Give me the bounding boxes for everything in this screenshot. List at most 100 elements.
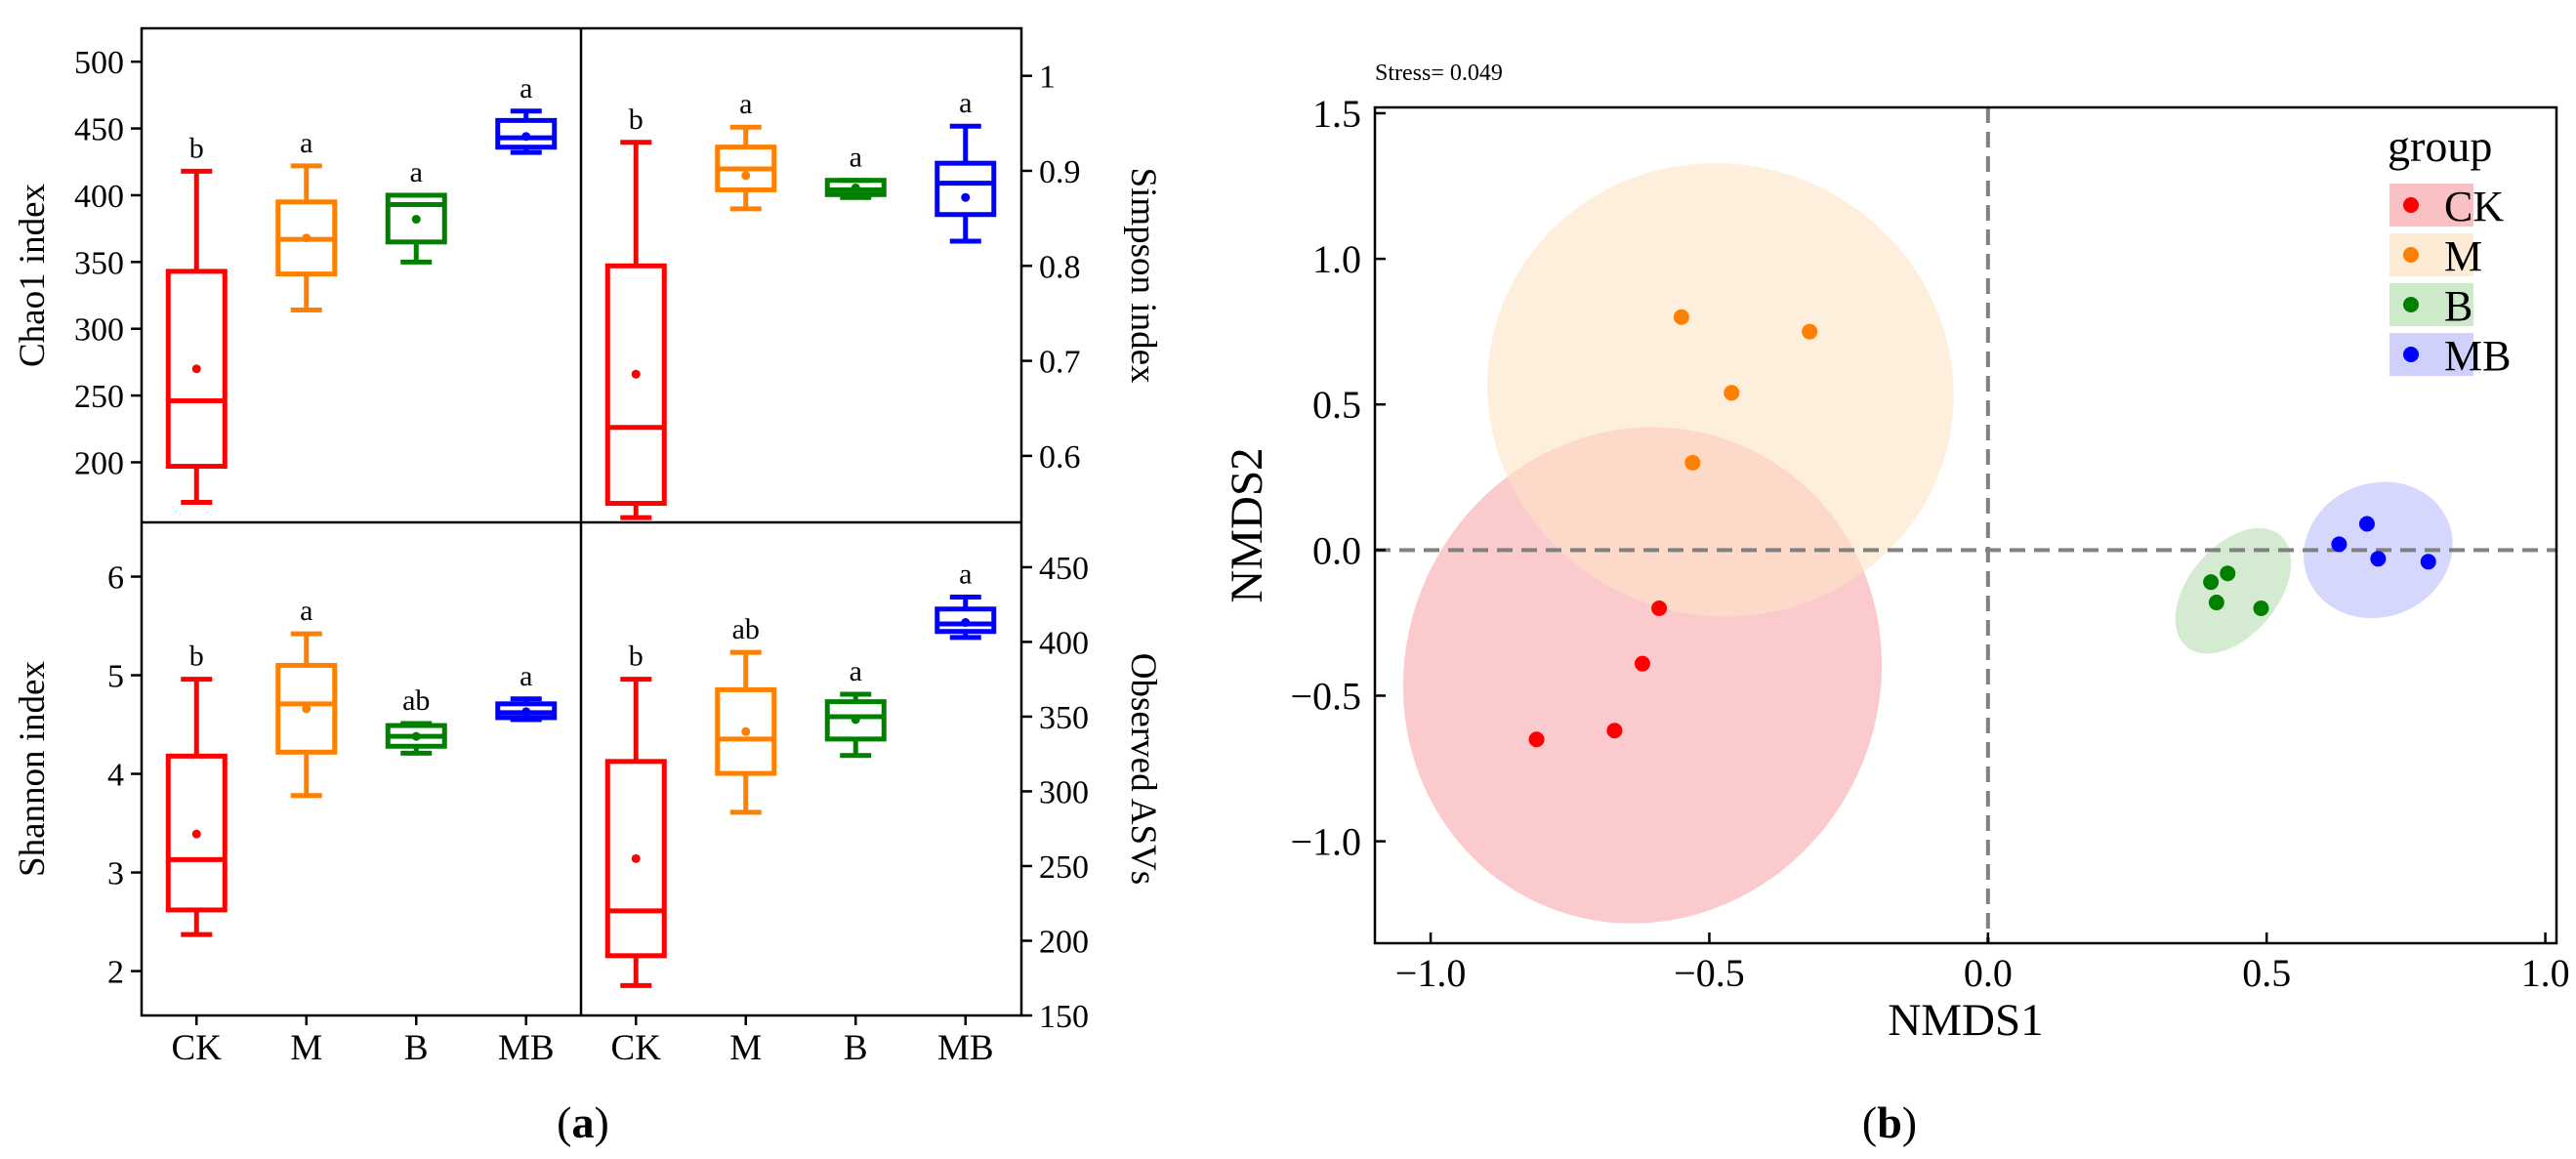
x-tick-label-CK: CK bbox=[611, 1028, 662, 1068]
x-tick-label: 0.0 bbox=[1964, 951, 2013, 995]
y-tick-label: 1.5 bbox=[1312, 92, 1361, 136]
mean-point-B bbox=[851, 715, 860, 724]
point-MB-2 bbox=[2358, 516, 2375, 532]
ellipse-M bbox=[1487, 163, 1954, 617]
mean-point-MB bbox=[961, 192, 971, 202]
y-tick-label: 350 bbox=[74, 245, 124, 281]
panel-captions: (a) (b) bbox=[557, 1097, 1917, 1147]
y-tick-label: 3 bbox=[107, 856, 124, 892]
panel-b-nmds-plot: −1.0 −0.5 0.0 0.5 1.0 −1.0 −0.5 0.0 0.5 1.0 1.5 NMD… bbox=[1222, 61, 2570, 1046]
x-tick-label-M: M bbox=[290, 1028, 322, 1068]
point-B-1 bbox=[2203, 574, 2220, 591]
box-subplot-1: b a a a 200 250 300 350 400 450 500 Chao1 index bbox=[13, 45, 558, 505]
y-tick-label: 1 bbox=[1039, 60, 1056, 96]
x-tick-label: 0.5 bbox=[2242, 951, 2291, 995]
axes-ticks: −1.0 −0.5 0.0 0.5 1.0 −1.0 −0.5 0.0 0.5 1.0 1.5 bbox=[1290, 92, 2569, 995]
x-tick-label-MB: MB bbox=[498, 1028, 555, 1068]
significance-letter-MB: a bbox=[519, 72, 532, 104]
significance-letter-M: a bbox=[300, 127, 312, 159]
y-tick-label: 0.8 bbox=[1039, 249, 1081, 285]
point-M-2 bbox=[1802, 323, 1818, 340]
y-tick-label: 450 bbox=[1039, 551, 1089, 587]
panel-a-box-plots: b a a a 200 250 300 350 400 450 500 Chao1 index b a a a… bbox=[13, 26, 1163, 1068]
box-iqr bbox=[385, 192, 447, 245]
box-iqr bbox=[935, 606, 997, 635]
y-tick-label: 2 bbox=[107, 955, 124, 991]
point-CK-1 bbox=[1528, 731, 1545, 748]
panel-b-frame bbox=[1373, 105, 2558, 945]
significance-letter-M: a bbox=[739, 88, 752, 120]
box-iqr bbox=[495, 117, 558, 150]
mean-point-M bbox=[302, 233, 312, 243]
box-iqr bbox=[165, 269, 228, 470]
y-tick-label: 1.0 bbox=[1312, 237, 1361, 281]
point-CK-2 bbox=[1606, 723, 1623, 739]
y-tick-label: 400 bbox=[74, 179, 124, 215]
point-MB-1 bbox=[2331, 536, 2347, 553]
y-tick-label: 300 bbox=[74, 312, 124, 349]
y-axis-label: Shannon index bbox=[13, 661, 53, 877]
y-tick-label: 400 bbox=[1039, 625, 1089, 661]
box-iqr bbox=[604, 263, 667, 507]
legend-label-CK: CK bbox=[2444, 183, 2504, 230]
y-axis-label: Simpson index bbox=[1123, 168, 1163, 384]
x-tick-label-MB: MB bbox=[937, 1028, 994, 1068]
box-MB bbox=[935, 123, 997, 244]
box-iqr bbox=[604, 759, 667, 959]
y-tick-label: 350 bbox=[1039, 700, 1089, 736]
mean-point-MB bbox=[521, 132, 531, 142]
box-M bbox=[715, 124, 777, 212]
box-iqr bbox=[275, 662, 338, 755]
y-tick-label: −0.5 bbox=[1290, 674, 1361, 718]
y-tick-label: 4 bbox=[107, 758, 124, 794]
mean-point-M bbox=[741, 726, 751, 736]
x-axis-label: NMDS1 bbox=[1888, 995, 2043, 1046]
significance-letter-MB: a bbox=[519, 660, 532, 692]
point-M-4 bbox=[1684, 454, 1701, 471]
y-tick-label: 200 bbox=[74, 445, 124, 481]
y-axis-label: Chao1 index bbox=[13, 183, 53, 367]
y-tick-label: 0.7 bbox=[1039, 345, 1081, 381]
y-axis: 150 200 250 300 350 400 450 Observed ASVs bbox=[1021, 551, 1163, 1035]
y-axis: 200 250 300 350 400 450 500 Chao1 index bbox=[13, 45, 142, 481]
x-tick-label: −1.0 bbox=[1395, 951, 1467, 995]
point-B-4 bbox=[2253, 600, 2269, 617]
mean-point-MB bbox=[961, 618, 971, 628]
box-subplot-4: b ab a a 150 200 250 300 350 400 450 Observed ASVs bbox=[604, 551, 1163, 1035]
legend-marker-CK bbox=[2403, 197, 2419, 213]
point-MB-4 bbox=[2420, 554, 2436, 570]
stress-annotation: Stress= 0.049 bbox=[1375, 61, 1503, 86]
significance-letter-B: a bbox=[850, 142, 862, 174]
x-tick-label-B: B bbox=[404, 1028, 429, 1068]
y-tick-label: 0.9 bbox=[1039, 154, 1081, 190]
y-tick-label: 0.6 bbox=[1039, 439, 1081, 476]
mean-point-MB bbox=[521, 707, 531, 717]
y-tick-label: 250 bbox=[1039, 849, 1089, 886]
significance-letter-M: a bbox=[300, 595, 312, 627]
data-points bbox=[1528, 309, 2436, 748]
box-iqr bbox=[715, 686, 777, 776]
box-MB bbox=[935, 595, 997, 641]
significance-letter-B: a bbox=[410, 156, 423, 188]
y-tick-label: 200 bbox=[1039, 924, 1089, 960]
legend-marker-B bbox=[2403, 297, 2419, 312]
mean-point-B bbox=[411, 731, 421, 741]
legend-label-MB: MB bbox=[2444, 332, 2511, 380]
significance-letter-MB: a bbox=[959, 87, 972, 119]
box-M bbox=[275, 631, 338, 799]
box-MB bbox=[495, 108, 558, 155]
significance-letter-CK: b bbox=[189, 641, 204, 673]
x-tick-label-M: M bbox=[729, 1028, 762, 1068]
mean-point-CK bbox=[191, 364, 201, 374]
significance-letter-B: a bbox=[850, 655, 862, 687]
box-B bbox=[385, 192, 447, 265]
legend-marker-M bbox=[2403, 247, 2419, 263]
panel-a-caption: (a) bbox=[557, 1097, 609, 1147]
legend-marker-MB bbox=[2403, 347, 2419, 362]
y-tick-label: 0.5 bbox=[1312, 383, 1361, 427]
mean-point-CK bbox=[631, 853, 641, 863]
point-B-3 bbox=[2208, 595, 2224, 611]
y-axis: 0.6 0.7 0.8 0.9 1 Simpson index bbox=[1021, 60, 1163, 476]
